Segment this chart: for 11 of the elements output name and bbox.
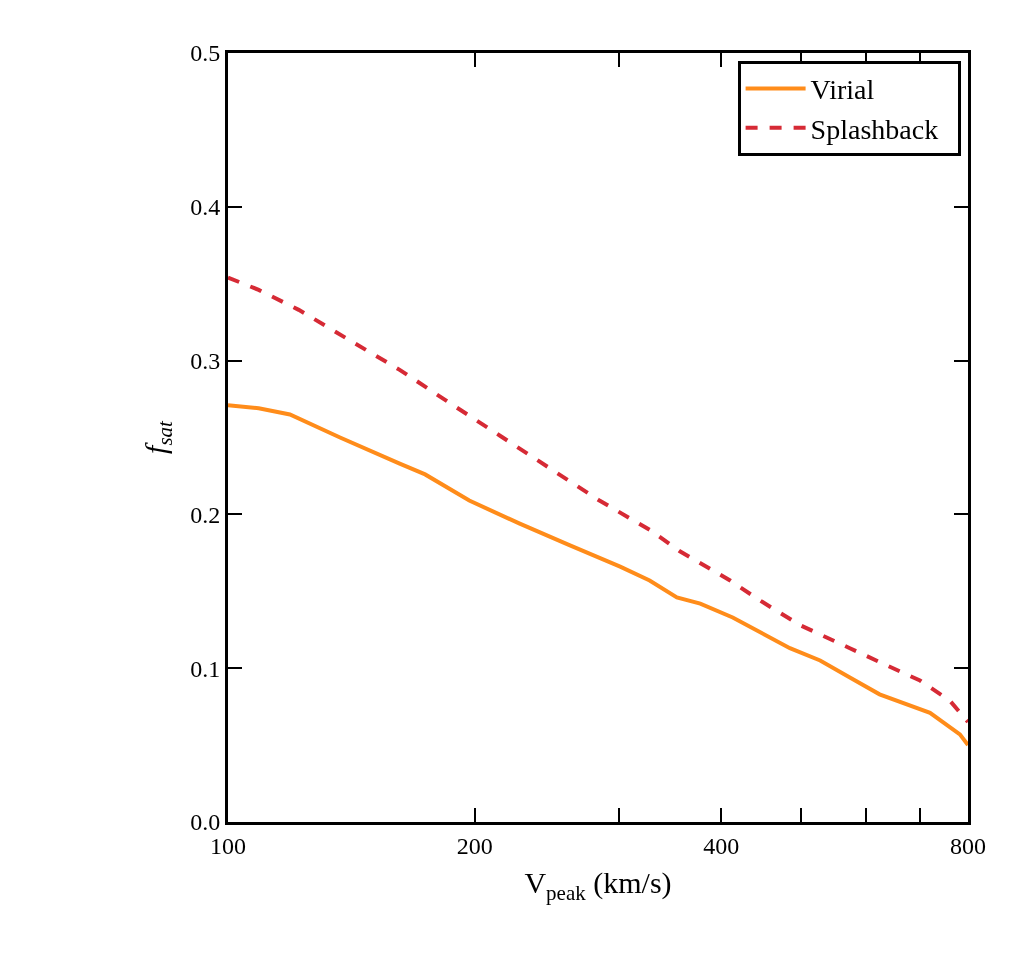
y-tick-label: 0.5 bbox=[190, 40, 221, 67]
y-tick-label: 0.3 bbox=[190, 348, 221, 374]
x-tick-label: 400 bbox=[703, 832, 740, 859]
legend-label: Splashback bbox=[810, 113, 953, 145]
y-tick-label: 0.1 bbox=[190, 655, 221, 682]
y-tick-label: 0.2 bbox=[190, 501, 221, 528]
x-tick-label: 800 bbox=[950, 832, 986, 859]
legend-label: Virial bbox=[810, 74, 889, 106]
x-axis-title: V$_{peak}$ (km/s) bbox=[524, 866, 672, 905]
y-tick-label: 0.4 bbox=[190, 194, 221, 221]
x-tick-label: 200 bbox=[456, 832, 493, 859]
